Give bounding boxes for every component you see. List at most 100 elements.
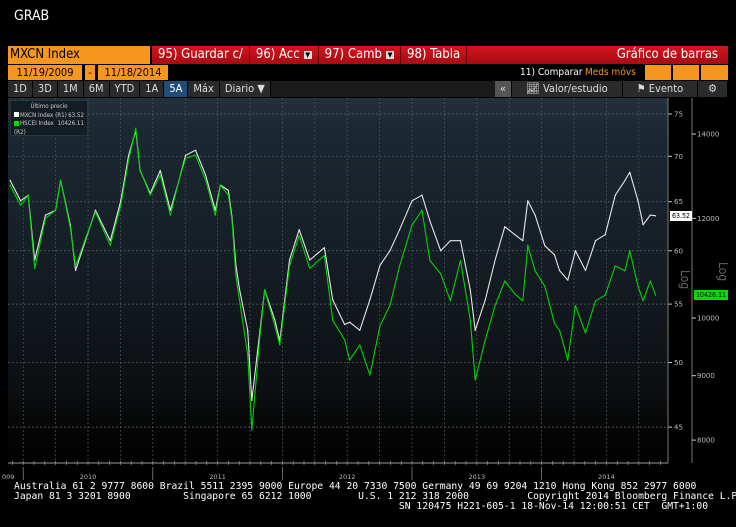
legend-axis: (R2)	[14, 128, 26, 136]
frequency-dropdown[interactable]: Diario ▼	[219, 81, 271, 97]
data-point	[459, 240, 462, 242]
data-point	[527, 244, 529, 247]
function-bar: 95) Guardar c/ 96) Acc ▼ 97) Camb ▼ 98) Ta…	[152, 46, 728, 64]
r1-log-label: Log	[678, 270, 692, 290]
window-title: GRAB	[14, 8, 50, 24]
chevron-down-icon: ▼	[303, 50, 312, 59]
footer-contacts: Australia 61 2 9777 8600 Brazil 5511 239…	[14, 482, 736, 512]
table-label: 98) Tabla	[407, 47, 461, 62]
data-point	[399, 265, 401, 267]
chart-legend: Último precio MXCN Index (R1) 63.52 HSCEI…	[10, 100, 88, 136]
hscei-last-price-tag: 10426.11	[694, 290, 729, 301]
data-point	[349, 321, 351, 323]
data-point	[642, 224, 644, 226]
change-label: 97) Camb	[324, 47, 382, 62]
data-point	[574, 250, 577, 252]
data-point	[238, 300, 241, 302]
data-point	[369, 374, 371, 376]
legend-item-hscei[interactable]: HSCEI Index (R2) 10426.11	[14, 120, 84, 137]
period-6m[interactable]: 6M	[83, 81, 110, 97]
data-point	[379, 325, 381, 327]
table-button[interactable]: 98) Tabla	[401, 46, 468, 64]
data-point	[94, 209, 97, 211]
period-1a[interactable]: 1A	[140, 81, 165, 97]
data-point	[655, 294, 657, 296]
data-point	[9, 184, 11, 186]
data-point	[594, 300, 597, 302]
change-button[interactable]: 97) Camb ▼	[319, 46, 401, 64]
x-tick-label: 2011	[209, 473, 226, 481]
data-point	[584, 269, 587, 272]
data-point	[227, 189, 230, 192]
r2-log-label: Log	[716, 262, 730, 282]
moving-averages-button[interactable]: Meds móvs	[585, 67, 636, 78]
data-point	[343, 323, 346, 326]
r1-tick-label: 45	[674, 424, 683, 432]
data-point	[421, 209, 423, 211]
data-point	[238, 289, 241, 291]
data-point	[514, 234, 516, 236]
legend-name: MXCN Index	[20, 111, 54, 119]
data-point	[184, 154, 187, 157]
data-point	[259, 334, 261, 336]
data-point	[309, 267, 311, 270]
data-point	[474, 379, 476, 381]
option-box-3[interactable]	[701, 65, 728, 80]
data-point	[135, 127, 137, 129]
data-point	[655, 215, 657, 217]
data-point	[169, 214, 171, 216]
data-point	[534, 270, 536, 272]
option-box-1[interactable]	[645, 65, 671, 80]
collapse-button[interactable]: «	[494, 81, 512, 97]
data-point	[323, 247, 325, 249]
data-point	[159, 169, 161, 172]
data-point	[109, 244, 111, 247]
actions-label: 96) Acc	[255, 47, 300, 62]
data-point	[624, 179, 626, 182]
data-point	[59, 179, 62, 181]
data-point	[567, 279, 569, 281]
data-point	[139, 169, 141, 171]
data-point	[504, 226, 506, 228]
r2-tick-label: 9000	[697, 372, 715, 380]
r1-tick-label: 65	[674, 198, 683, 206]
data-point	[194, 149, 197, 151]
data-point	[247, 354, 249, 356]
r1-tick-label: 75	[674, 111, 683, 119]
compare-button[interactable]: 11) Comparar	[520, 67, 583, 78]
study-button[interactable]: 📈︎ Valor/estudio	[511, 81, 623, 97]
data-point	[584, 332, 587, 334]
data-point	[594, 240, 597, 242]
data-point	[449, 300, 452, 302]
settings-button[interactable]: ⚙	[698, 81, 728, 97]
option-box-2[interactable]	[673, 65, 699, 80]
data-point	[19, 204, 22, 206]
footer-line-1: Australia 61 2 9777 8600 Brazil 5511 239…	[14, 481, 697, 492]
period-max[interactable]: Máx	[188, 81, 220, 97]
legend-item-mxcn[interactable]: MXCN Index (R1) 63.52	[14, 112, 84, 121]
data-point	[429, 259, 431, 262]
date-separator: -	[85, 65, 95, 80]
data-point	[534, 214, 536, 216]
period-1d[interactable]: 1D	[8, 81, 33, 97]
data-point	[75, 265, 77, 267]
period-3d[interactable]: 3D	[32, 81, 58, 97]
r1-tick-label: 55	[674, 301, 683, 309]
data-point	[629, 250, 631, 252]
save-button[interactable]: 95) Guardar c/	[152, 46, 250, 64]
data-point	[494, 259, 496, 261]
data-point	[19, 200, 22, 202]
start-date-input[interactable]: 11/19/2009	[8, 65, 82, 80]
end-date-input[interactable]: 11/18/2014	[98, 65, 168, 80]
data-point	[288, 259, 291, 261]
ticker-input[interactable]: MXCN Index	[8, 46, 150, 64]
event-button[interactable]: ⚑ Evento	[622, 81, 699, 97]
data-point	[614, 194, 616, 196]
data-point	[527, 200, 529, 202]
period-ytd[interactable]: YTD	[109, 81, 141, 97]
actions-button[interactable]: 96) Acc ▼	[250, 46, 319, 64]
r2-tick-label: 10000	[697, 315, 719, 323]
period-5a[interactable]: 5A	[164, 81, 189, 97]
data-point	[178, 179, 180, 181]
period-1m[interactable]: 1M	[57, 81, 84, 97]
